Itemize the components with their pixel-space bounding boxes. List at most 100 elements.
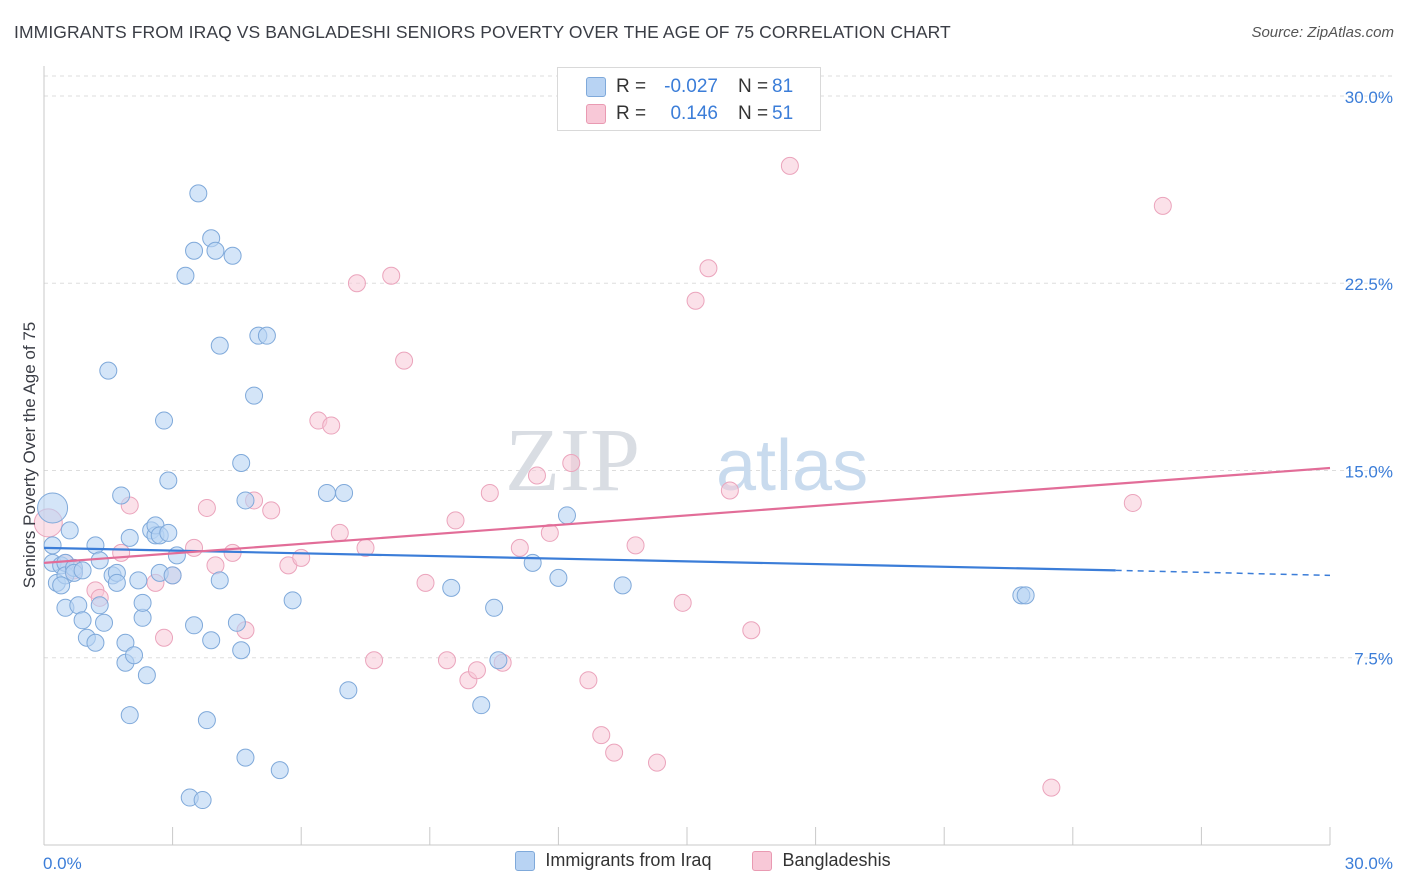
iraq-point [69, 596, 88, 615]
legend-label-iraq: Immigrants from Iraq [545, 850, 712, 870]
bangladeshi-point [780, 156, 799, 175]
bangladeshi-point [365, 651, 384, 670]
iraq-point [90, 596, 109, 615]
iraq-point [43, 536, 62, 555]
grid-lines [44, 75, 1394, 659]
iraq-point [197, 711, 216, 730]
iraq-point [120, 706, 139, 725]
bangladeshi-point [437, 651, 456, 670]
iraq-point [317, 483, 336, 502]
iraq-point [270, 761, 289, 780]
iraq-point [339, 681, 358, 700]
x-tick-label: 0.0% [43, 854, 82, 873]
iraq-point [155, 411, 174, 430]
bangladeshi-point [699, 259, 718, 278]
legend-swatch-pink [752, 850, 773, 871]
iraq-point [245, 386, 264, 405]
iraq-point [257, 326, 276, 345]
bangladeshi-point [1153, 196, 1172, 215]
iraq-point [116, 633, 135, 652]
bangladeshi-point [720, 481, 739, 500]
iraq-point [283, 591, 302, 610]
iraq-point [613, 576, 632, 595]
iraq-point [133, 593, 152, 612]
legend: Immigrants from Iraq Bangladeshis [0, 850, 1406, 876]
iraq-point [73, 561, 92, 580]
iraq-points [37, 184, 1035, 810]
iraq-point [86, 633, 105, 652]
bangladeshi-point [626, 536, 645, 555]
iraq-point [210, 571, 229, 590]
y-tick-label: 30.0% [1345, 88, 1393, 107]
bangladeshi-point [206, 556, 225, 575]
iraq-point [163, 566, 182, 585]
legend-swatch-blue [515, 850, 536, 871]
iraq-point [185, 241, 204, 260]
iraq-point [189, 184, 208, 203]
bangladeshi-point [382, 266, 401, 285]
iraq-point [472, 696, 491, 715]
x-tick-label: 30.0% [1345, 854, 1393, 873]
legend-label-bangladeshis: Bangladeshis [782, 850, 891, 870]
bangladeshi-point [416, 573, 435, 592]
n-label: N = [738, 103, 769, 124]
iraq-point [185, 616, 204, 635]
iraq-point [210, 336, 229, 355]
n-label: N = [738, 76, 769, 97]
bangladeshi-point [155, 628, 174, 647]
iraq-point [227, 613, 246, 632]
bangladeshi-point [1042, 778, 1061, 797]
y-axis-label: Seniors Poverty Over the Age of 75 [20, 321, 39, 589]
iraq-point [549, 568, 568, 587]
chart-title: IMMIGRANTS FROM IRAQ VS BANGLADESHI SENI… [14, 22, 951, 42]
bangladeshi-point [540, 523, 559, 542]
watermark: ZIP atlas [505, 411, 868, 510]
bangladeshi-point [197, 498, 216, 517]
r-value: 0.146 [670, 103, 718, 124]
iraq-point [1016, 586, 1035, 605]
iraq-point [159, 471, 178, 490]
iraq-point [73, 611, 92, 630]
y-tick-label: 22.5% [1345, 275, 1393, 294]
r-value: -0.027 [664, 76, 718, 97]
legend-item-bangladeshis[interactable]: Bangladeshis [752, 850, 891, 871]
iraq-point [489, 651, 508, 670]
tick-labels: 7.5% 15.0% 22.5% 30.0% 0.0% 30.0% [43, 88, 1393, 873]
iraq-point [232, 641, 251, 660]
iraq-point [176, 266, 195, 285]
bangladeshi-point [185, 538, 204, 557]
trend-lines [43, 466, 1331, 577]
iraq-point [133, 608, 152, 627]
watermark-atlas: atlas [716, 426, 868, 506]
iraq-point [37, 492, 69, 524]
iraq-point [112, 486, 131, 505]
iraq-point [99, 361, 118, 380]
bangladeshi-point [292, 548, 311, 567]
bangladeshi-point [592, 726, 611, 745]
bangladeshi-point [527, 466, 546, 485]
bangladeshi-point [446, 511, 465, 530]
iraq-trend-line [43, 546, 1116, 572]
iraq-point [52, 576, 71, 595]
r-label: R = [616, 76, 647, 97]
bangladeshi-point [330, 523, 349, 542]
bangladeshi-point [322, 416, 341, 435]
bangladeshi-point [742, 621, 761, 640]
bangladeshi-point [647, 753, 666, 772]
iraq-point [206, 241, 225, 260]
bangladeshi-point [347, 274, 366, 293]
bangladeshi-point [673, 593, 692, 612]
iraq-point [60, 521, 79, 540]
iraq-point [159, 523, 178, 542]
iraq-trend-extension [1115, 569, 1331, 577]
bangladeshi-point [395, 351, 414, 370]
iraq-point [129, 571, 148, 590]
iraq-point [107, 573, 126, 592]
bangladeshi-point [1123, 493, 1142, 512]
legend-item-iraq[interactable]: Immigrants from Iraq [515, 850, 711, 871]
iraq-point [193, 791, 212, 810]
r-label: R = [616, 103, 647, 124]
source-label: Source: ZipAtlas.com [1251, 24, 1394, 41]
iraq-point [442, 578, 461, 597]
iraq-point [90, 551, 109, 570]
